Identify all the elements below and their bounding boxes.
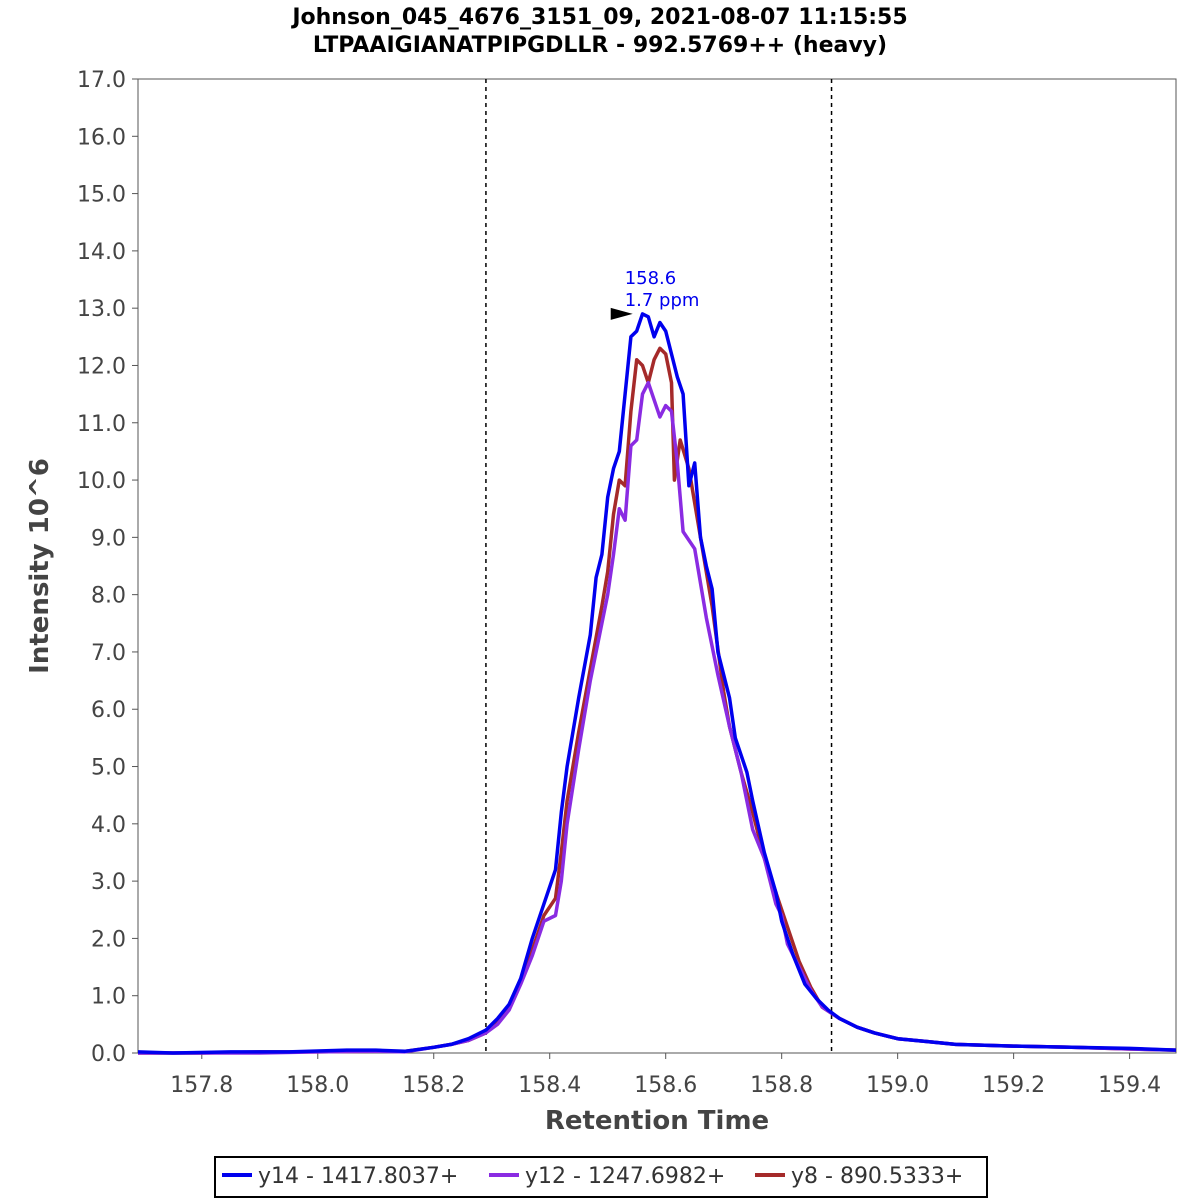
y-tick-label: 13.0: [77, 297, 126, 322]
x-axis: 157.8 158.0 158.2 158.4 158.6 158.8 159.0 159.2…: [170, 1053, 1161, 1098]
plot-area: 0.0 1.0 2.0 3.0 4.0 5.0 6.0 7.0 8.0 9.0 10.0 11.0 12…: [77, 68, 1177, 1098]
x-tick-label: 159.4: [1098, 1073, 1161, 1098]
y-tick-label: 5.0: [91, 756, 126, 781]
y-tick-label: 16.0: [77, 125, 126, 150]
x-tick-label: 159.0: [866, 1073, 929, 1098]
legend: y14 - 1417.8037+ y12 - 1247.6982+ y8 - 890…: [214, 1156, 988, 1198]
y-tick-label: 1.0: [91, 985, 126, 1010]
y-tick-label: 4.0: [91, 813, 126, 838]
x-tick-label: 158.4: [518, 1073, 581, 1098]
x-axis-title: Retention Time: [545, 1106, 769, 1136]
y-axis: 0.0 1.0 2.0 3.0 4.0 5.0 6.0 7.0 8.0 9.0 10.0 11.0 12…: [77, 68, 138, 1067]
y-tick-label: 17.0: [77, 68, 126, 93]
series-line: [137, 312, 1177, 1055]
x-tick-label: 159.2: [982, 1073, 1045, 1098]
y-tick-label: 14.0: [77, 240, 126, 265]
y-tick-label: 12.0: [77, 354, 126, 379]
y-tick-label: 10.0: [77, 469, 126, 494]
legend-entry: y14 - 1417.8037+: [258, 1164, 458, 1189]
plot-frame: [137, 78, 1177, 1054]
x-tick-label: 157.8: [170, 1073, 233, 1098]
y-axis-title: Intensity 10^6: [25, 458, 55, 674]
y-tick-label: 2.0: [91, 927, 126, 952]
y-tick-label: 9.0: [91, 526, 126, 551]
peak-ppm-label: 1.7 ppm: [625, 290, 700, 311]
legend-entry: y8 - 890.5333+: [791, 1164, 963, 1189]
chart-title: Johnson_045_4676_3151_09, 2021-08-07 11:…: [290, 5, 907, 30]
y-tick-label: 0.0: [91, 1042, 126, 1067]
y-tick-label: 11.0: [77, 412, 126, 437]
x-tick-label: 158.0: [286, 1073, 349, 1098]
x-tick-label: 158.2: [402, 1073, 465, 1098]
legend-box: [214, 1156, 988, 1198]
x-tick-label: 158.6: [634, 1073, 697, 1098]
peak-rt-label: 158.6: [625, 268, 677, 289]
peak-arrow: [610, 307, 633, 320]
y-tick-label: 3.0: [91, 870, 126, 895]
y-tick-label: 6.0: [91, 698, 126, 723]
integration-boundaries: [485, 79, 833, 1053]
y-tick-label: 7.0: [91, 641, 126, 666]
series-layer: [137, 312, 1177, 1055]
x-tick-label: 158.8: [750, 1073, 813, 1098]
legend-entry: y12 - 1247.6982+: [525, 1164, 725, 1189]
chart-subtitle: LTPAAIGIANATPIPGDLLR - 992.5769++ (heavy…: [313, 33, 887, 58]
y-tick-label: 15.0: [77, 183, 126, 208]
peak-annotation: 158.61.7 ppm: [610, 268, 700, 320]
y-tick-label: 8.0: [91, 584, 126, 609]
